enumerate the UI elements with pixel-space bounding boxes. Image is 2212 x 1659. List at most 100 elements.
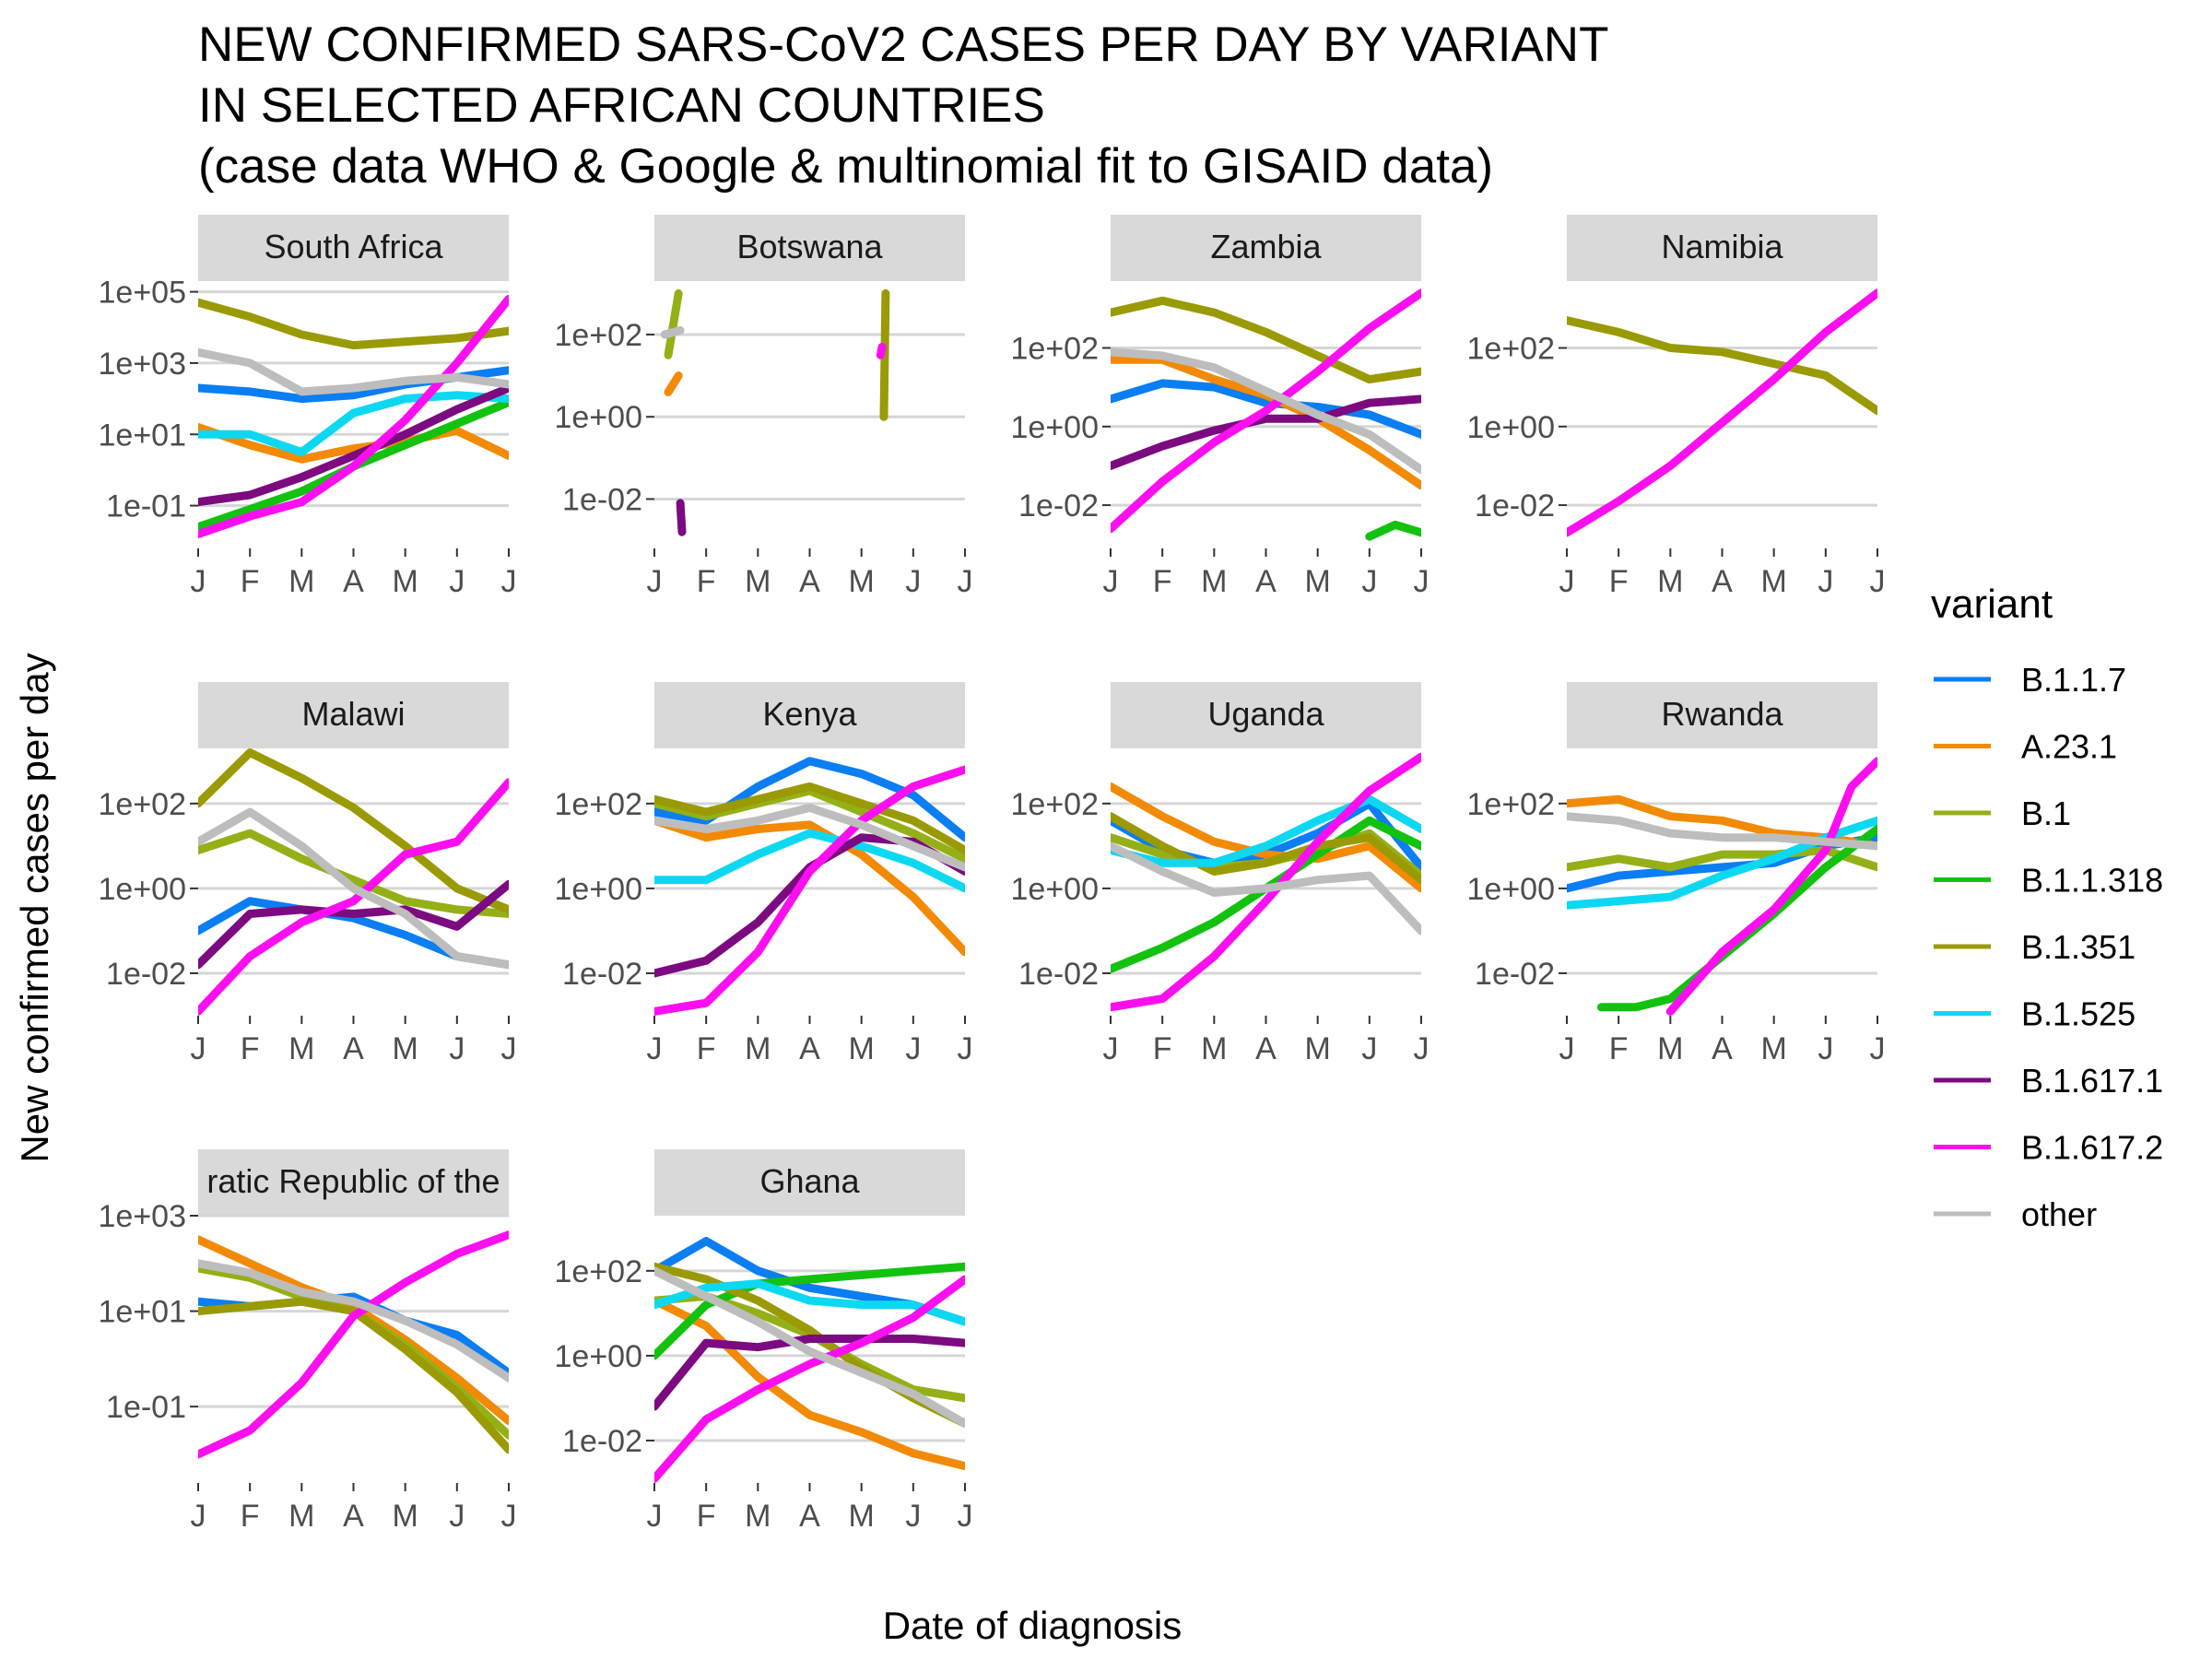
panel-strip-label: Rwanda [1661, 695, 1783, 733]
legend-label: B.1.351 [2021, 928, 2136, 966]
x-tick-label: M [1305, 564, 1331, 599]
y-tick-label: 1e+00 [555, 872, 643, 907]
y-tick-label: 1e-02 [562, 1424, 642, 1459]
x-tick-label: M [849, 1031, 875, 1066]
legend: variant B.1.1.7 A.23.1 B.1 B.1.1.318 B.1.351 B… [1931, 582, 2163, 1233]
series-line-b-1-351 [198, 1297, 509, 1454]
series-line-a-23-1 [664, 371, 683, 396]
legend-item: B.1 [1934, 794, 2071, 832]
panel-strip-label: South Africa [264, 228, 443, 265]
x-tick-label: A [799, 1031, 820, 1066]
series-line-b-1-525 [1111, 794, 1421, 867]
legend-label: B.1 [2021, 794, 2071, 832]
x-tick-label: M [288, 564, 314, 599]
y-tick-label: 1e-01 [106, 489, 186, 524]
x-tick-label: J [449, 1499, 465, 1534]
panel-strip-label: Uganda [1207, 695, 1324, 733]
x-tick-label: M [1657, 1031, 1683, 1066]
series-line-b-1-1-318 [1365, 520, 1421, 541]
series-line-b-1-1-7 [1111, 379, 1421, 439]
panel-strip-label: Kenya [762, 695, 857, 733]
y-tick-label: 1e-02 [1018, 957, 1099, 992]
x-tick-label: J [449, 564, 465, 599]
panel-strip-label: ratic Republic of the [206, 1162, 500, 1200]
x-tick-label: F [697, 1499, 716, 1534]
series-line-other [660, 326, 685, 339]
x-tick-label: J [958, 1031, 973, 1066]
y-tick-label: 1e+00 [1467, 872, 1556, 907]
x-tick-label: F [241, 1031, 260, 1066]
y-tick-label: 1e+00 [1011, 410, 1100, 445]
y-tick-label: 1e+02 [555, 787, 643, 822]
series-line-b-1-617-2 [1665, 757, 1877, 1016]
series-line-other [654, 1266, 965, 1429]
legend-label: B.1.525 [2021, 995, 2136, 1033]
series-line-b-1-351 [1111, 812, 1421, 885]
y-tick-label: 1e-02 [1475, 488, 1555, 524]
x-tick-label: M [849, 564, 875, 599]
x-tick-label: F [697, 564, 716, 599]
series-line-b-1-617-2 [1567, 288, 1877, 537]
x-tick-label: J [501, 1499, 517, 1534]
y-tick-label: 1e+00 [555, 1339, 643, 1374]
x-tick-label: M [393, 1031, 418, 1066]
x-tick-label: F [1153, 564, 1172, 599]
x-tick-label: M [288, 1499, 314, 1534]
x-tick-label: J [958, 564, 973, 599]
series-line-b-1-351 [654, 782, 965, 854]
series-line-b-1-617-1 [1111, 394, 1421, 470]
legend-label: other [2021, 1195, 2097, 1233]
x-tick-label: M [745, 1499, 771, 1534]
x-tick-label: A [1255, 1031, 1277, 1066]
series-line-other [1567, 812, 1877, 851]
x-tick-label: M [1305, 1031, 1331, 1066]
x-tick-label: M [1201, 564, 1227, 599]
x-tick-label: J [1870, 564, 1886, 599]
x-tick-label: J [1818, 1031, 1833, 1066]
panel-strip-label: Ghana [759, 1162, 860, 1200]
y-tick-label: 1e+03 [99, 1199, 187, 1234]
legend-title: variant [1931, 582, 2053, 627]
x-tick-label: J [449, 1031, 465, 1066]
series-line-b-1-617-2 [654, 765, 965, 1016]
y-axis-label: New confirmed cases per day [13, 653, 56, 1162]
series-line-b-1-525 [654, 829, 965, 893]
y-tick-label: 1e+00 [555, 400, 643, 435]
series-line-b-1-525 [654, 1279, 965, 1326]
y-tick-label: 1e-02 [1475, 957, 1555, 992]
x-tick-label: J [905, 1031, 921, 1066]
x-tick-label: J [905, 564, 921, 599]
y-tick-label: 1e+02 [1011, 787, 1100, 822]
x-tick-label: J [1361, 1031, 1377, 1066]
x-tick-label: M [1761, 564, 1787, 599]
y-tick-label: 1e+01 [99, 418, 187, 453]
legend-label: B.1.1.318 [2021, 862, 2163, 900]
x-tick-label: M [393, 564, 418, 599]
y-tick-label: 1e+02 [1467, 332, 1556, 367]
series-line-b-1-351 [1111, 296, 1421, 384]
panel-strip-label: Botswana [736, 228, 883, 265]
panel-strip [1567, 215, 1877, 281]
y-tick-label: 1e+02 [99, 787, 187, 822]
series-line-b-1-1-7 [654, 757, 965, 842]
x-tick-label: J [1559, 564, 1575, 599]
x-tick-label: F [241, 564, 260, 599]
series-line-b-1-351 [879, 288, 890, 421]
panel-strip [198, 682, 509, 748]
x-axis-label: Date of diagnosis [883, 1604, 1182, 1647]
y-tick-label: 1e-01 [106, 1390, 186, 1425]
series-line-other [198, 807, 509, 970]
series-line-b-1 [664, 288, 683, 359]
y-tick-label: 1e-02 [1018, 488, 1099, 524]
series-line-b-1-617-2 [654, 1275, 965, 1483]
series-line-other [1111, 841, 1421, 935]
legend-item: B.1.617.1 [1934, 1062, 2163, 1100]
series-line-b-1-351 [1567, 316, 1877, 416]
y-tick-label: 1e-02 [562, 482, 642, 517]
